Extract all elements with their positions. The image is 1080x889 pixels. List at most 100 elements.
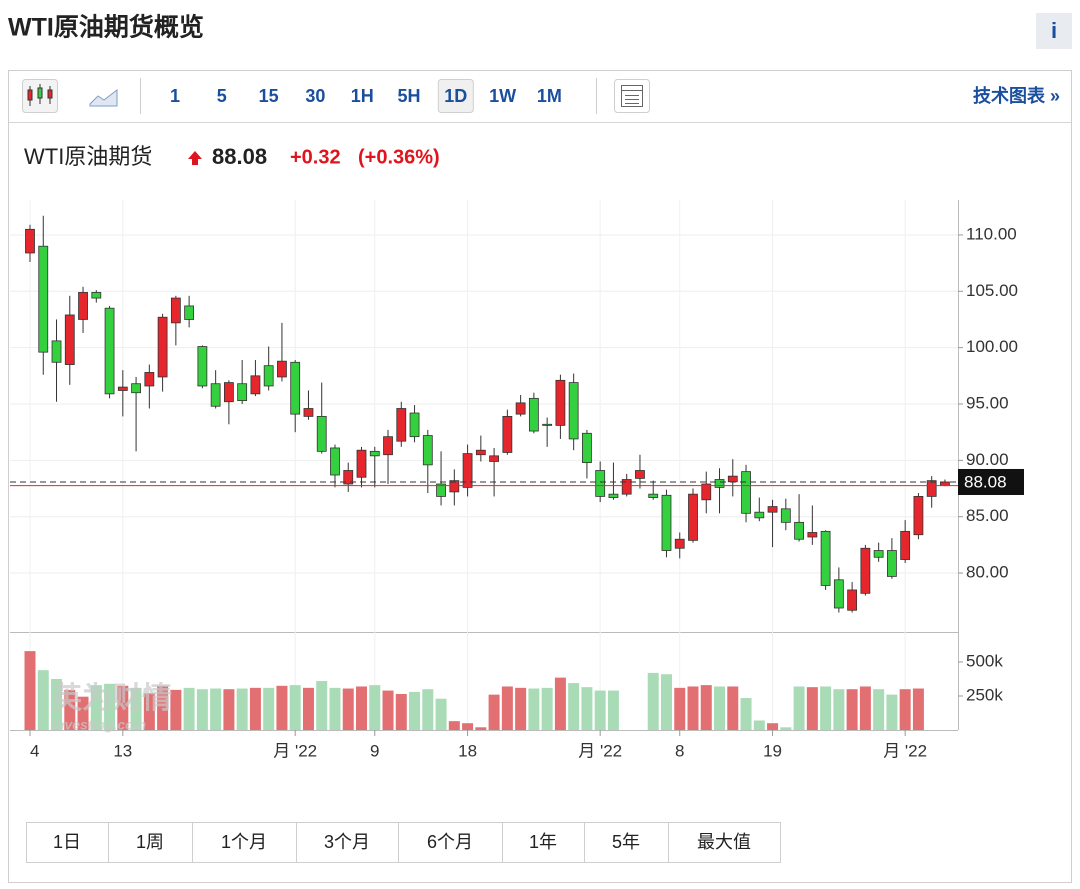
layout-icon bbox=[621, 85, 643, 107]
candle-body bbox=[794, 521, 804, 540]
volume-bar bbox=[143, 693, 155, 730]
technical-chart-link[interactable]: 技术图表 » bbox=[973, 85, 1060, 106]
interval-button[interactable]: 1 bbox=[170, 86, 180, 106]
candle-body bbox=[913, 496, 924, 536]
volume-bar bbox=[170, 689, 182, 730]
range-button-label[interactable]: 1周 bbox=[136, 832, 164, 852]
volume-bar bbox=[753, 720, 765, 730]
volume-bar bbox=[395, 693, 407, 730]
volume-bar bbox=[780, 727, 792, 730]
range-button[interactable] bbox=[398, 822, 503, 863]
volume-bar bbox=[382, 690, 394, 730]
volume-bar bbox=[727, 686, 739, 730]
range-button-label[interactable]: 1日 bbox=[53, 832, 81, 852]
range-button[interactable] bbox=[668, 822, 781, 863]
candle-body bbox=[475, 449, 486, 456]
interval-button[interactable]: 15 bbox=[259, 86, 279, 106]
volume-bar bbox=[859, 686, 871, 730]
y-tick-label: 100.00 bbox=[966, 337, 1018, 356]
candle-body bbox=[847, 589, 858, 611]
volume-bar bbox=[846, 689, 858, 730]
interval-button[interactable]: 30 bbox=[305, 86, 325, 106]
candle-body bbox=[727, 475, 738, 483]
volume-bar bbox=[117, 685, 129, 730]
candle-body bbox=[303, 408, 314, 417]
candle-body bbox=[38, 245, 49, 353]
range-button-label[interactable]: 6个月 bbox=[427, 832, 473, 852]
candle-body bbox=[767, 506, 778, 513]
page-title: WTI原油期货概览 bbox=[8, 13, 204, 42]
x-tick-label: 月 '22 bbox=[883, 741, 927, 760]
volume-bar bbox=[77, 696, 89, 730]
info-button[interactable] bbox=[1036, 13, 1072, 49]
volume-bar bbox=[302, 687, 314, 730]
volume-bar bbox=[104, 683, 116, 730]
volume-bar bbox=[329, 687, 341, 730]
candle-body bbox=[608, 493, 619, 498]
volume-bar bbox=[660, 674, 672, 730]
y-tick-label: 105.00 bbox=[966, 281, 1018, 300]
range-button[interactable] bbox=[584, 822, 669, 863]
candle-body bbox=[316, 415, 327, 452]
y-tick-label: 80.00 bbox=[966, 563, 1009, 582]
range-button-label[interactable]: 1个月 bbox=[221, 832, 267, 852]
y-tick-label: 95.00 bbox=[966, 393, 1009, 412]
range-button-label[interactable]: 1年 bbox=[529, 832, 557, 852]
x-tick-label: 13 bbox=[113, 741, 132, 760]
volume-bar bbox=[767, 723, 779, 730]
volume-bar bbox=[369, 685, 381, 730]
candle-body bbox=[568, 382, 579, 440]
interval-button[interactable]: 1M bbox=[537, 86, 562, 106]
volume-bar bbox=[607, 690, 619, 730]
volume-bar bbox=[873, 689, 885, 730]
candle-body bbox=[170, 297, 181, 324]
candle-body bbox=[396, 408, 407, 442]
volume-bar bbox=[581, 687, 593, 730]
candle-body bbox=[409, 412, 420, 438]
interval-button[interactable]: 1W bbox=[489, 86, 516, 106]
line-icon[interactable] bbox=[89, 88, 118, 107]
candle-body bbox=[635, 470, 645, 479]
range-button[interactable] bbox=[108, 822, 193, 863]
candle-body bbox=[343, 470, 354, 485]
candle-body bbox=[25, 228, 35, 254]
candle-body bbox=[940, 481, 950, 486]
volume-bar bbox=[183, 687, 195, 730]
interval-button[interactable]: 5H bbox=[397, 86, 420, 106]
info-icon[interactable]: i bbox=[1051, 18, 1057, 43]
candle-body bbox=[701, 483, 712, 501]
active-interval-box[interactable] bbox=[437, 79, 474, 113]
candle-body bbox=[356, 449, 367, 478]
range-button[interactable] bbox=[296, 822, 399, 863]
candle-body bbox=[51, 340, 62, 363]
candle-body bbox=[157, 316, 168, 378]
candle-body bbox=[780, 508, 791, 523]
range-button[interactable] bbox=[502, 822, 585, 863]
candle-body bbox=[91, 292, 102, 299]
volume-bar bbox=[24, 651, 36, 730]
interval-button[interactable]: 5 bbox=[217, 86, 227, 106]
x-tick-label: 月 '22 bbox=[578, 741, 622, 760]
candle-body bbox=[489, 455, 500, 462]
interval-button[interactable]: 1H bbox=[351, 86, 374, 106]
candle-body bbox=[873, 550, 884, 558]
candle-body bbox=[887, 550, 897, 577]
volume-bar bbox=[356, 686, 367, 730]
range-button-label[interactable]: 5年 bbox=[612, 832, 640, 852]
interval-button[interactable]: 1D bbox=[444, 86, 467, 106]
volume-bar bbox=[448, 721, 460, 730]
candle-body bbox=[688, 493, 698, 541]
range-button[interactable] bbox=[26, 822, 109, 863]
candle-body bbox=[78, 292, 88, 320]
volume-bar bbox=[674, 687, 686, 730]
x-tick-label: 9 bbox=[370, 741, 379, 760]
candle-body bbox=[263, 365, 274, 387]
range-button-label[interactable]: 3个月 bbox=[324, 832, 370, 852]
range-button-label[interactable]: 最大值 bbox=[697, 832, 751, 852]
volume-bar bbox=[886, 694, 898, 730]
candle-body bbox=[528, 397, 539, 432]
range-button[interactable] bbox=[192, 822, 297, 863]
candle-body bbox=[754, 511, 765, 519]
volume-bar bbox=[90, 685, 102, 730]
